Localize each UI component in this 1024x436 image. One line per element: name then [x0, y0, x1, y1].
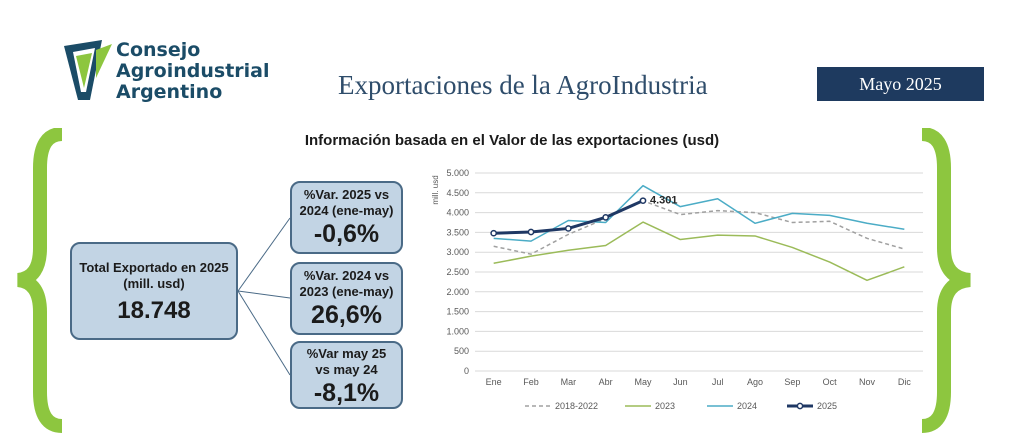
x-tick-label: Mar	[561, 377, 577, 387]
logo-line-2: Agroindustrial	[116, 60, 270, 82]
y-tick-label: 5.000	[446, 168, 469, 178]
x-tick-label: Jun	[673, 377, 688, 387]
logo-mark-accent	[96, 44, 112, 78]
data-label-may-2025: 4.301	[650, 195, 678, 207]
var-may-value: -8,1%	[313, 379, 380, 407]
cagro-logo	[64, 40, 112, 100]
chart-subtitle: Información basada en el Valor de las ex…	[304, 132, 720, 149]
series-line-2023	[493, 221, 905, 282]
x-tick-label: Feb	[523, 377, 539, 387]
y-tick-label: 3.000	[446, 247, 469, 257]
left-brace	[16, 128, 63, 433]
y-tick-label: 1.000	[446, 326, 469, 336]
series-line-2024	[493, 184, 905, 242]
x-tick-label: Nov	[859, 377, 876, 387]
series-point-2025	[527, 228, 535, 236]
var-2024-label-2: 2023 (ene-may)	[299, 284, 394, 299]
var-may-box: %Var may 25 vs may 24 -8,1%	[290, 341, 403, 409]
x-tick-label: May	[634, 377, 652, 387]
legend-label-2018-2022: 2018-2022	[555, 401, 598, 411]
var-2025-value: -0,6%	[313, 220, 380, 248]
date-badge: Mayo 2025	[817, 67, 984, 101]
legend-label-2024: 2024	[737, 401, 757, 411]
total-value: 18.748	[117, 297, 191, 324]
series-point-2025	[639, 197, 647, 205]
x-tick-label: Dic	[898, 377, 911, 387]
series-point-2025	[564, 225, 572, 232]
connector-top	[237, 217, 291, 292]
y-axis-title: mill. usd	[431, 175, 440, 204]
logo-wordmark: Consejo Agroindustrial Argentino	[116, 40, 270, 103]
y-tick-label: 1.500	[446, 307, 469, 317]
series-point-2025	[602, 214, 610, 221]
y-tick-label: 4.500	[446, 188, 469, 198]
date-label: Mayo 2025	[859, 73, 942, 94]
logo-mark-leaf	[76, 53, 92, 88]
var-2025-label-1: %Var. 2025 vs	[303, 187, 390, 202]
right-brace	[921, 128, 972, 433]
x-tick-label: Ago	[747, 377, 763, 387]
connector-middle	[237, 290, 291, 299]
x-tick-label: Abr	[599, 377, 613, 387]
x-tick-label: Jul	[712, 377, 724, 387]
logo-line-3: Argentino	[116, 81, 223, 103]
logo-line-1: Consejo	[116, 39, 201, 61]
var-2025-label-2: 2024 (ene-may)	[299, 203, 394, 218]
legend-marker-2025	[796, 402, 804, 410]
total-label-1: Total Exportado en 2025	[79, 260, 229, 275]
legend-label-2023: 2023	[655, 401, 675, 411]
var-2024-value: 26,6%	[311, 301, 382, 329]
legend-label-2025: 2025	[817, 401, 837, 411]
var-may-label-1: %Var may 25	[306, 346, 387, 361]
total-exported-box: Total Exportado en 2025 (mill. usd) 18.7…	[70, 242, 238, 340]
y-tick-label: 3.500	[446, 227, 469, 237]
var-may-label-2: vs may 24	[315, 362, 378, 377]
y-tick-label: 2.500	[446, 267, 469, 277]
var-2024-label-1: %Var. 2024 vs	[303, 268, 390, 283]
y-tick-label: 0	[464, 366, 469, 376]
y-tick-label: 500	[454, 346, 469, 356]
var-2025-2024-box: %Var. 2025 vs 2024 (ene-may) -0,6%	[290, 181, 403, 254]
y-tick-label: 4.000	[446, 208, 469, 218]
exports-line-chart: 0 500 1.000 1.500 2.000 2.500 3.000 3.500 4.000 4…	[431, 168, 923, 411]
series-line-2018-2022	[493, 199, 905, 255]
total-label-2: (mill. usd)	[123, 276, 185, 291]
series-point-2025	[490, 229, 498, 237]
x-tick-label: Ene	[486, 377, 502, 387]
y-tick-label: 2.000	[446, 287, 469, 297]
page-title: Exportaciones de la AgroIndustria	[338, 70, 708, 100]
x-tick-label: Oct	[823, 377, 838, 387]
x-tick-label: Sep	[784, 377, 800, 387]
var-2024-2023-box: %Var. 2024 vs 2023 (ene-may) 26,6%	[290, 262, 403, 335]
connector-bottom	[237, 290, 291, 376]
